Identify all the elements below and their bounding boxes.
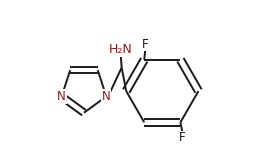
Text: H₂N: H₂N — [109, 43, 133, 56]
Text: F: F — [179, 131, 186, 144]
Text: F: F — [142, 38, 148, 51]
Text: N: N — [102, 90, 111, 103]
Text: N: N — [57, 90, 66, 103]
